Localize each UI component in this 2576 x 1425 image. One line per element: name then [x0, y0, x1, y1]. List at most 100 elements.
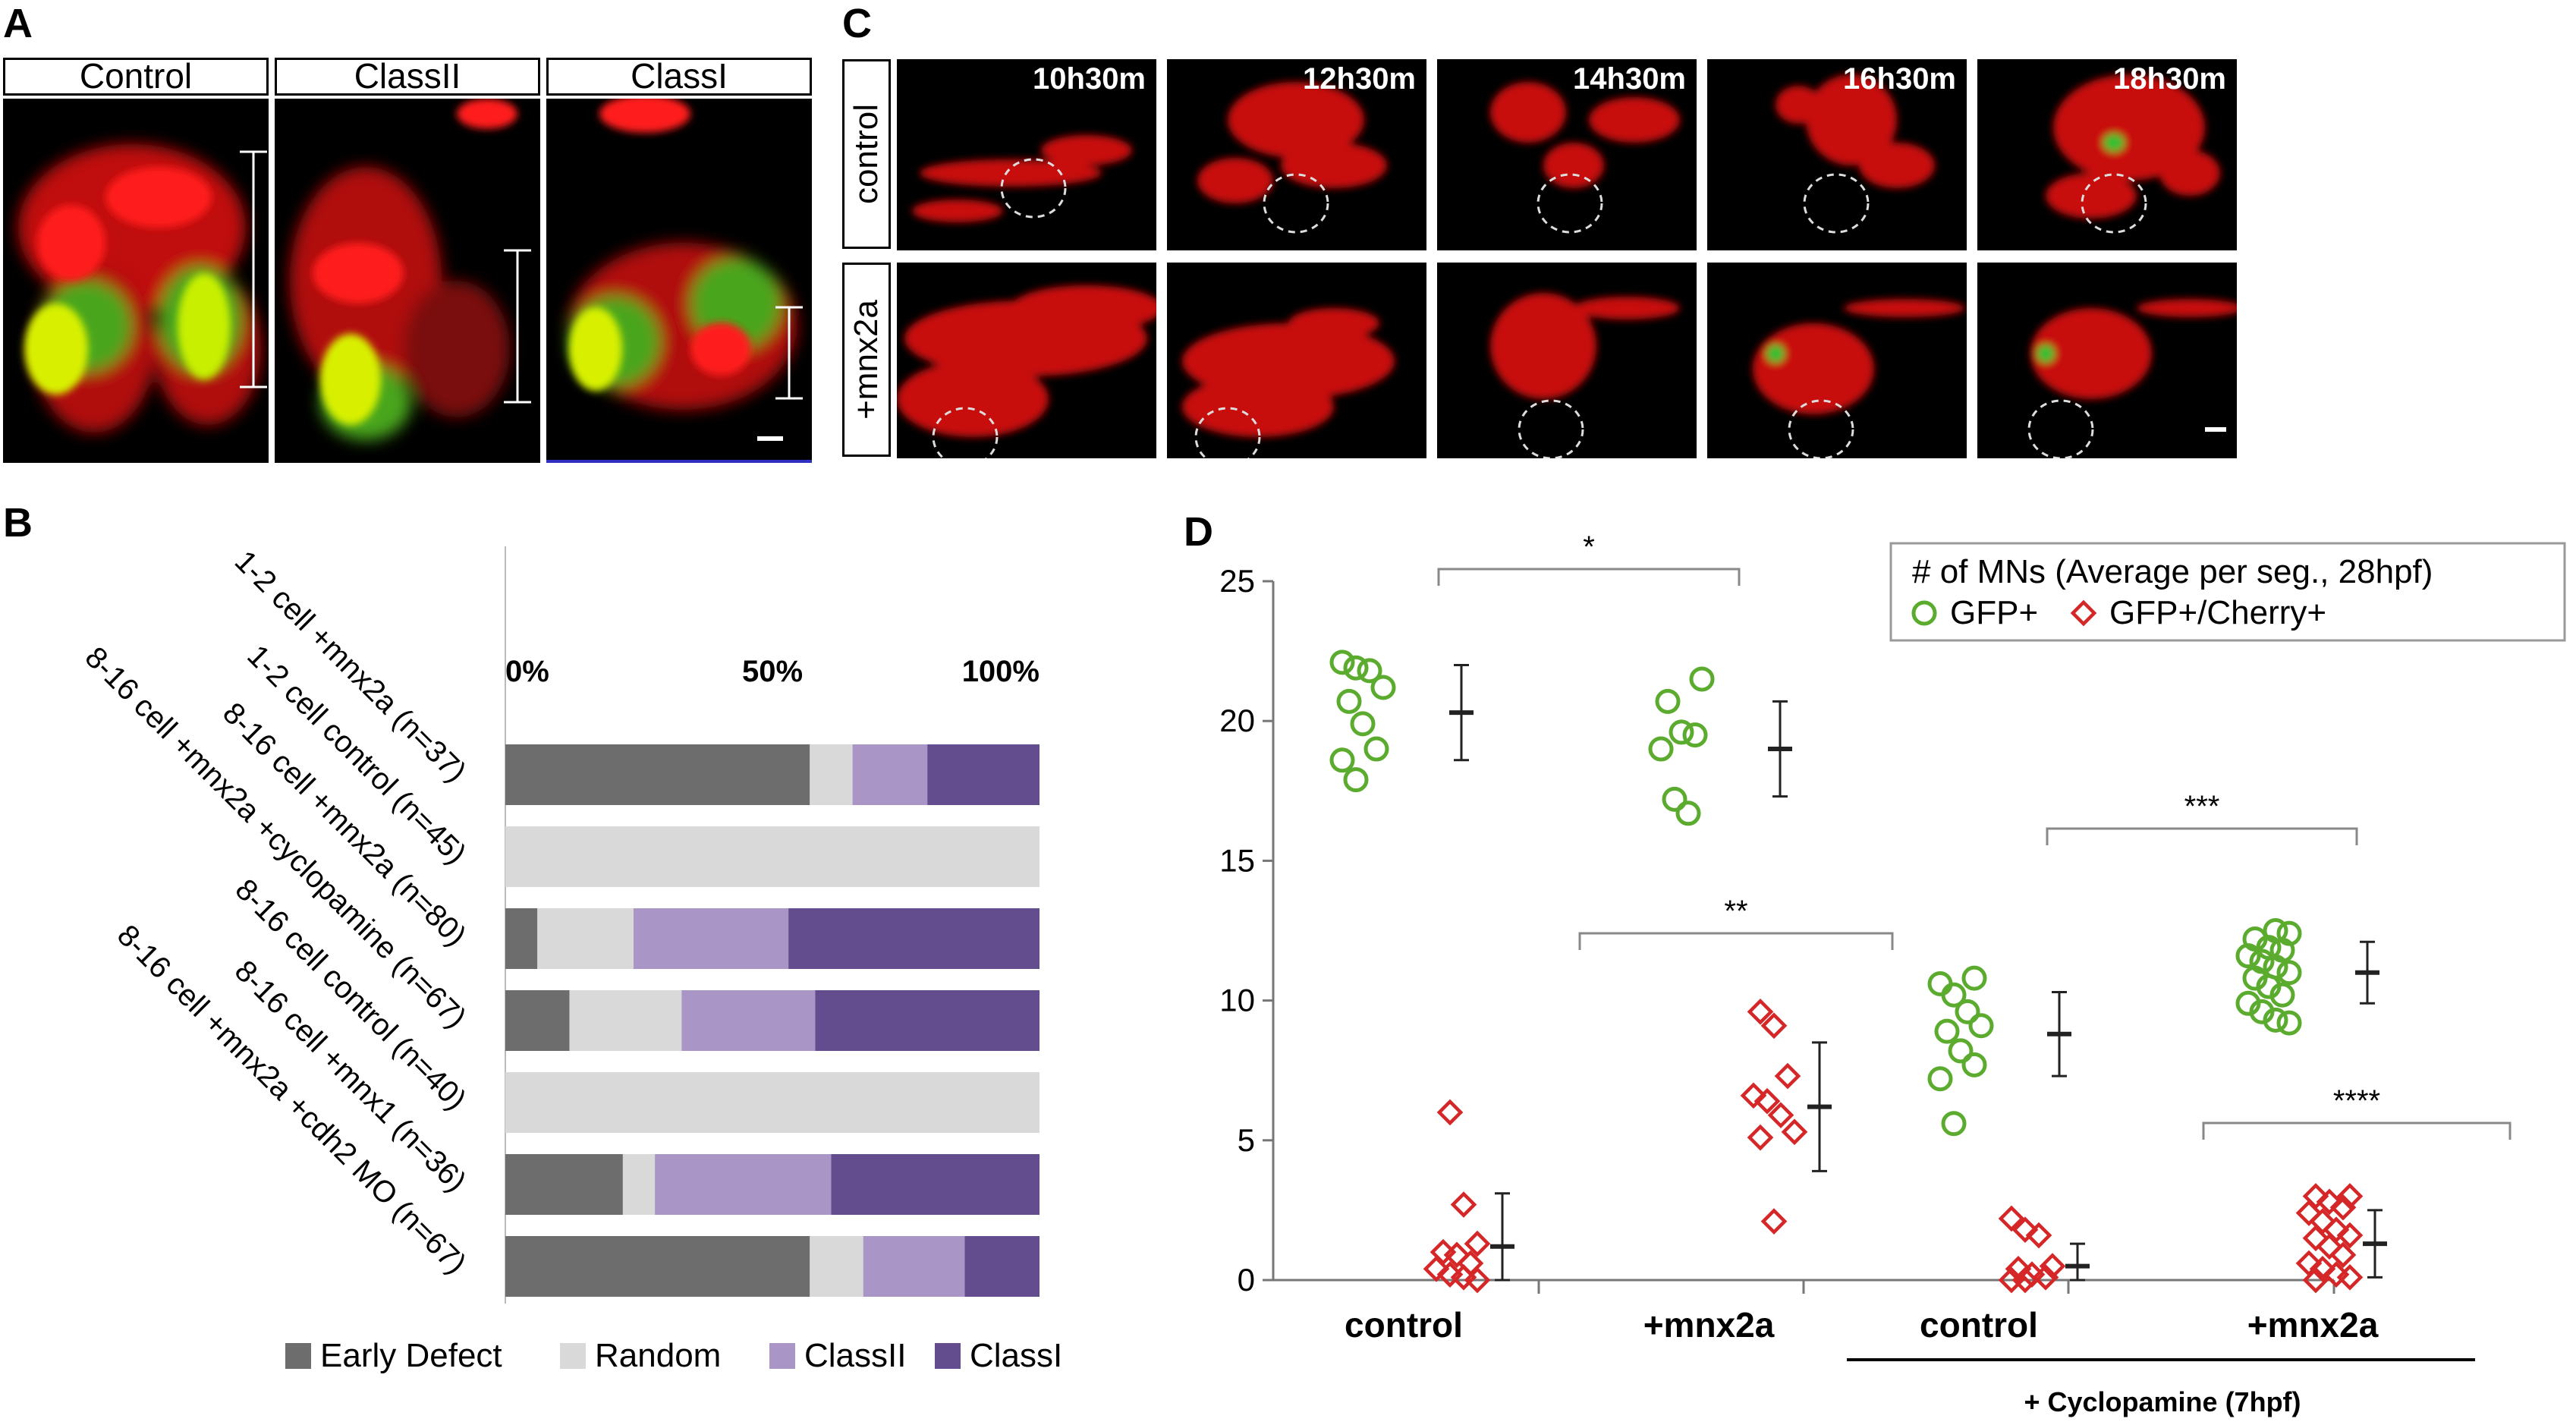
timepoint-label: 10h30m	[1033, 62, 1146, 96]
tissue-blob	[1543, 143, 1604, 188]
gfp-point	[1675, 801, 1701, 826]
panel-a-header-classii: ClassII	[275, 58, 540, 96]
gfp-point	[2276, 1010, 2302, 1036]
gfp-cell	[2037, 344, 2055, 363]
panel-c-row-label-control: control	[842, 59, 891, 249]
cherry-point	[2336, 1222, 2364, 1249]
x-tick-label: 100%	[962, 655, 1040, 688]
significance-bracket	[2202, 1121, 2512, 1140]
bar-segment-classi	[964, 1236, 1040, 1297]
cherry-point	[2025, 1222, 2052, 1249]
cherry-point	[1754, 1087, 1781, 1115]
legend-swatch	[560, 1343, 586, 1369]
y-tick-label: 5	[1238, 1122, 1255, 1158]
tissue-blob	[1041, 135, 1132, 165]
tissue-blob	[2137, 299, 2237, 317]
tissue-blob	[1197, 158, 1273, 203]
panel-c-tile-mnx2a-1	[1167, 263, 1426, 458]
tissue-blob	[2159, 150, 2220, 196]
significance-label: *	[1583, 530, 1595, 564]
bar-segment-random	[810, 744, 853, 805]
cherry-point	[1450, 1191, 1477, 1218]
otic-vesicle-outline	[1000, 158, 1067, 219]
y-tick-label: 10	[1219, 983, 1255, 1018]
gfp-point	[1927, 1066, 1953, 1092]
otic-vesicle-outline	[1518, 399, 1584, 458]
y-tick-label: 0	[1238, 1262, 1255, 1298]
tissue-blob	[1228, 82, 1364, 158]
otic-vesicle-outline	[1788, 399, 1854, 458]
panel-label-c: C	[842, 1, 872, 46]
legend-swatch	[769, 1343, 795, 1369]
gfp-cell	[2103, 134, 2125, 152]
tissue-blob	[1806, 74, 1897, 165]
bar-segment-classii	[681, 990, 816, 1051]
tissue-blob	[1859, 143, 1935, 188]
tissue-blob	[1281, 143, 1387, 188]
significance-bracket	[1578, 932, 1894, 950]
gfp-point	[1941, 982, 1967, 1008]
cherry-point	[1760, 1208, 1788, 1235]
gfp-point	[1955, 999, 1980, 1024]
cherry-point	[2302, 1266, 2329, 1294]
gfp-point	[2276, 960, 2302, 986]
cherry-point	[2329, 1241, 2357, 1269]
cherry-point	[1774, 1062, 1801, 1090]
legend-gfp-marker	[1911, 600, 1937, 626]
cherry-point	[2336, 1183, 2364, 1210]
legend-swatch	[285, 1343, 311, 1369]
panel-label-d: D	[1184, 509, 1213, 555]
panel-b-stacked-bar-chart: 0% 50% 100% 1-2 cell +mnx2a (n=37)1-2 cell…	[78, 544, 1062, 1374]
y-tick-label: 15	[1219, 842, 1255, 878]
cherry-point	[2329, 1194, 2357, 1221]
cherry-point	[2011, 1266, 2039, 1294]
bar-segment-random	[505, 1072, 1040, 1133]
tissue-blob	[1182, 376, 1334, 437]
bar-segment-classii	[852, 744, 928, 805]
gfp-point	[1689, 666, 1715, 692]
category-label: 8-16 cell +mnx2a +cyclopamine (n=67)	[78, 640, 472, 1034]
bar-segment-classii	[863, 1236, 965, 1297]
tissue-blob	[920, 159, 1102, 187]
y-tick-label: 25	[1219, 563, 1255, 599]
gfp-point	[2269, 982, 2295, 1008]
gfp-point	[1662, 786, 1687, 812]
x-category-label: +mnx2a	[2247, 1305, 2379, 1345]
legend-gfp-label: GFP+	[1950, 594, 2038, 631]
panel-c-tile-mnx2a-0	[897, 263, 1156, 458]
gfp-point	[2235, 943, 2261, 969]
panel-a-image-control	[3, 99, 269, 463]
tissue-blob	[1490, 293, 1596, 399]
x-category-label: +mnx2a	[1643, 1305, 1775, 1345]
bar-segment-early-defect	[505, 1236, 810, 1297]
otic-vesicle-outline	[1263, 173, 1329, 234]
tissue-blob	[1844, 299, 1965, 317]
panel-c-tile-mnx2a-3	[1707, 263, 1967, 458]
bar-segment-early-defect	[505, 1154, 623, 1215]
gfp-point	[1343, 655, 1369, 681]
x-tick-label: 0%	[505, 655, 549, 688]
bar-segment-random	[810, 1236, 863, 1297]
tissue-blob	[897, 361, 1049, 437]
panel-label-a: A	[3, 1, 33, 46]
legend-label: ClassI	[970, 1337, 1062, 1374]
panel-c-tile-control-4: 18h30m	[1977, 59, 2237, 250]
y-tick-label: 20	[1219, 703, 1255, 738]
cherry-point	[1747, 999, 1774, 1025]
legend-title: # of MNs (Average per seg., 28hpf)	[1912, 553, 2433, 590]
cherry-point	[1998, 1266, 2025, 1294]
legend-swatch	[935, 1343, 961, 1369]
tissue-blob	[1011, 285, 1156, 331]
timepoint-label: 16h30m	[1843, 62, 1956, 96]
tissue-blob	[1753, 323, 1874, 414]
cherry-point	[2032, 1263, 2059, 1291]
bar-segment-classi	[788, 908, 1040, 969]
legend-label: ClassII	[804, 1337, 906, 1374]
legend-label: Random	[595, 1337, 721, 1374]
cherry-point	[2336, 1263, 2364, 1291]
timepoint-label: 18h30m	[2113, 62, 2226, 96]
gfp-point	[1648, 736, 1674, 762]
legend-cherry-marker	[2070, 599, 2097, 627]
cherry-point	[1747, 1124, 1774, 1151]
